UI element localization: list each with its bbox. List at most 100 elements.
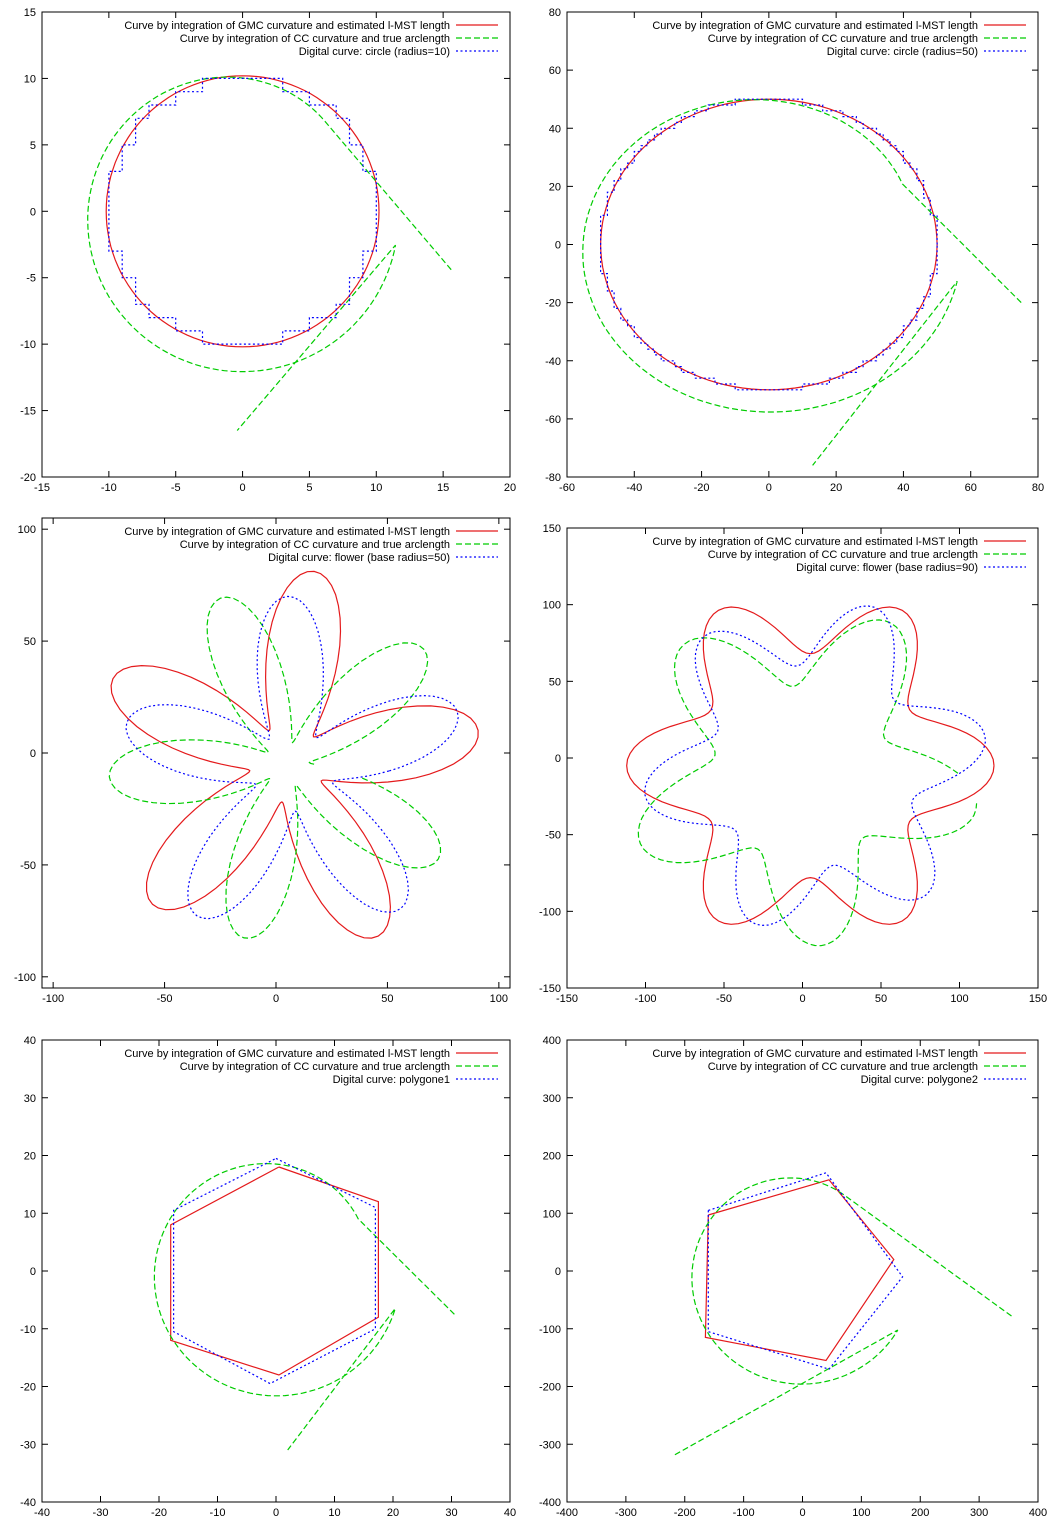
y-tick-label: -20 bbox=[545, 298, 561, 310]
x-tick-label: 100 bbox=[852, 1507, 870, 1517]
x-tick-label: -200 bbox=[674, 1507, 696, 1517]
y-tick-label: 40 bbox=[549, 123, 561, 135]
x-tick-label: 10 bbox=[370, 482, 382, 494]
legend-label: Digital curve: polygone2 bbox=[861, 1074, 978, 1086]
x-tick-label: 10 bbox=[328, 1507, 340, 1517]
x-tick-label: 0 bbox=[273, 1507, 279, 1517]
legend-label: Curve by integration of GMC curvature an… bbox=[652, 20, 978, 32]
y-tick-label: 10 bbox=[24, 1208, 36, 1220]
x-tick-label: 80 bbox=[1032, 482, 1044, 494]
y-tick-label: 50 bbox=[549, 676, 561, 688]
x-tick-label: 50 bbox=[875, 993, 887, 1005]
series-line-3 bbox=[707, 1172, 904, 1370]
y-tick-label: 400 bbox=[543, 1035, 561, 1047]
plot-frame bbox=[566, 11, 1039, 478]
series-line-1 bbox=[110, 570, 479, 939]
y-tick-label: 20 bbox=[549, 181, 561, 193]
series-line-3 bbox=[644, 605, 986, 927]
y-tick-label: -50 bbox=[20, 860, 36, 872]
x-tick-label: 40 bbox=[897, 482, 909, 494]
y-tick-label: -150 bbox=[539, 983, 561, 995]
x-tick-label: 400 bbox=[1029, 1507, 1047, 1517]
x-tick-label: -50 bbox=[716, 993, 732, 1005]
series-line-1 bbox=[599, 98, 938, 391]
y-tick-label: -10 bbox=[20, 339, 36, 351]
y-tick-label: 0 bbox=[555, 753, 561, 765]
y-tick-label: 60 bbox=[549, 65, 561, 77]
x-tick-label: -100 bbox=[42, 993, 64, 1005]
y-tick-label: 0 bbox=[555, 240, 561, 252]
x-tick-label: -20 bbox=[151, 1507, 167, 1517]
series-line-1 bbox=[704, 1179, 895, 1362]
legend-label: Curve by integration of GMC curvature an… bbox=[124, 1048, 450, 1060]
y-tick-label: -20 bbox=[20, 472, 36, 484]
y-tick-label: 300 bbox=[543, 1093, 561, 1105]
y-tick-label: 15 bbox=[24, 7, 36, 19]
y-tick-label: -400 bbox=[539, 1497, 561, 1509]
x-tick-label: 60 bbox=[965, 482, 977, 494]
y-tick-label: 10 bbox=[24, 73, 36, 85]
legend-label: Digital curve: circle (radius=10) bbox=[299, 46, 450, 58]
series-line-2 bbox=[582, 98, 1022, 466]
legend-label: Curve by integration of GMC curvature an… bbox=[124, 20, 450, 32]
y-tick-label: -5 bbox=[26, 273, 36, 285]
x-tick-label: 30 bbox=[445, 1507, 457, 1517]
x-tick-label: -100 bbox=[733, 1507, 755, 1517]
plot-frame bbox=[41, 11, 511, 478]
y-tick-label: 200 bbox=[543, 1151, 561, 1163]
plot-frame bbox=[41, 517, 511, 989]
y-tick-label: -30 bbox=[20, 1439, 36, 1451]
y-tick-label: -100 bbox=[539, 906, 561, 918]
legend-label: Curve by integration of GMC curvature an… bbox=[124, 526, 450, 538]
x-tick-label: 20 bbox=[830, 482, 842, 494]
y-tick-label: 40 bbox=[24, 1035, 36, 1047]
y-tick-label: -40 bbox=[545, 356, 561, 368]
series-line-3 bbox=[600, 98, 938, 391]
legend-label: Digital curve: circle (radius=50) bbox=[827, 46, 978, 58]
y-tick-label: 20 bbox=[24, 1151, 36, 1163]
x-tick-label: -60 bbox=[559, 482, 575, 494]
series-line-1 bbox=[170, 1166, 379, 1376]
plot-frame bbox=[566, 527, 1039, 989]
chart-panel-3: -100 -50 0 50 100 -100 -50 0 50 100 Curve by integ… bbox=[14, 517, 511, 1005]
y-tick-label: 100 bbox=[18, 524, 36, 536]
legend-label: Curve by integration of CC curvature and… bbox=[708, 549, 978, 561]
y-tick-label: 100 bbox=[543, 1208, 561, 1220]
series-line-2 bbox=[637, 619, 978, 947]
legend-label: Curve by integration of GMC curvature an… bbox=[652, 1048, 978, 1060]
x-tick-label: -100 bbox=[634, 993, 656, 1005]
y-tick-label: 5 bbox=[30, 140, 36, 152]
x-tick-label: -10 bbox=[101, 482, 117, 494]
x-tick-label: -50 bbox=[157, 993, 173, 1005]
x-tick-label: 20 bbox=[504, 482, 516, 494]
x-tick-label: -30 bbox=[93, 1507, 109, 1517]
x-tick-label: 0 bbox=[240, 482, 246, 494]
x-tick-label: 5 bbox=[306, 482, 312, 494]
x-tick-label: 100 bbox=[950, 993, 968, 1005]
series-line-2 bbox=[87, 76, 452, 431]
series-line-1 bbox=[105, 75, 380, 348]
y-tick-label: 150 bbox=[543, 523, 561, 535]
legend-label: Digital curve: polygone1 bbox=[333, 1074, 450, 1086]
x-tick-label: -15 bbox=[34, 482, 50, 494]
legend-label: Curve by integration of CC curvature and… bbox=[180, 1061, 450, 1073]
x-tick-label: 20 bbox=[387, 1507, 399, 1517]
x-tick-label: 50 bbox=[381, 993, 393, 1005]
x-tick-label: 300 bbox=[970, 1507, 988, 1517]
x-tick-label: 15 bbox=[437, 482, 449, 494]
chart-panel-2: -60 -40 -20 0 20 40 60 80-80-60-40-20020406080C… bbox=[545, 7, 1044, 494]
y-tick-label: -20 bbox=[20, 1382, 36, 1394]
y-tick-label: 0 bbox=[30, 1266, 36, 1278]
y-tick-label: 100 bbox=[543, 600, 561, 612]
series-line-2 bbox=[153, 1162, 455, 1451]
x-tick-label: -150 bbox=[556, 993, 578, 1005]
x-tick-label: -300 bbox=[615, 1507, 637, 1517]
y-tick-label: -300 bbox=[539, 1439, 561, 1451]
chart-panel-4: -150 -100 -50 0 50 100 150 -150 -100 -50 0 50 100 150… bbox=[539, 523, 1047, 1005]
legend-label: Curve by integration of CC curvature and… bbox=[708, 1061, 978, 1073]
x-tick-label: 0 bbox=[799, 1507, 805, 1517]
series-line-2 bbox=[672, 1177, 1012, 1457]
x-tick-label: 100 bbox=[490, 993, 508, 1005]
y-tick-label: -200 bbox=[539, 1382, 561, 1394]
